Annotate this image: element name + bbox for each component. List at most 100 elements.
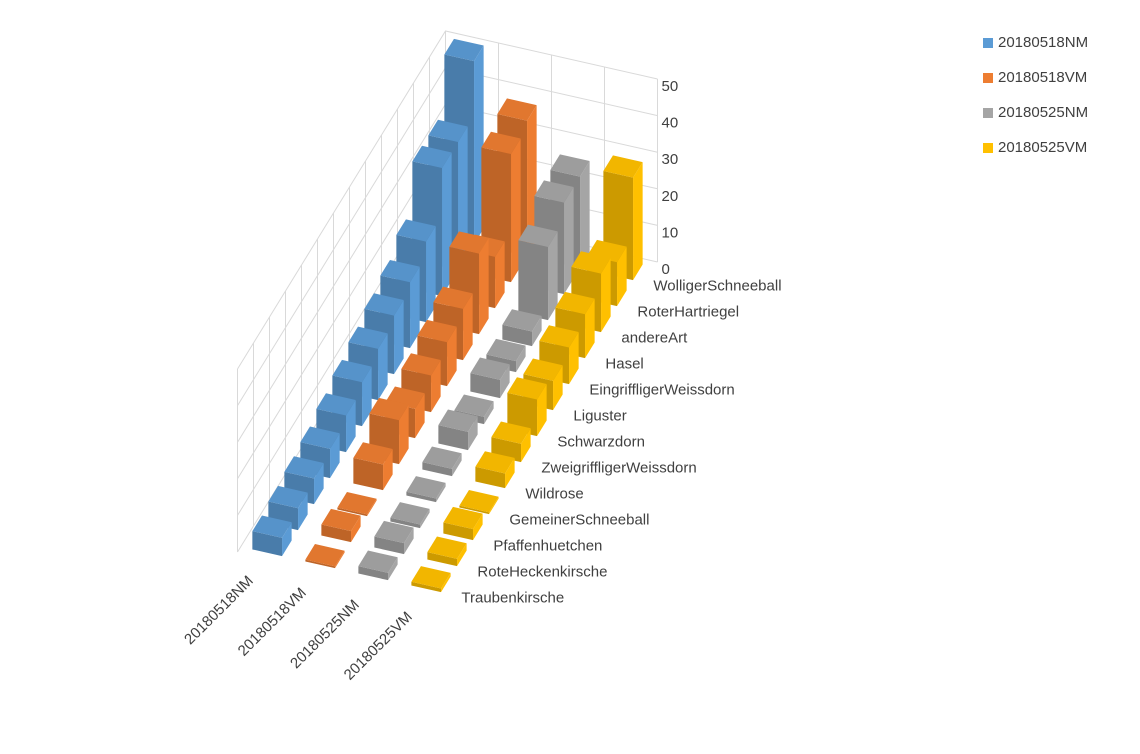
legend-swatch — [983, 108, 993, 118]
bar — [305, 544, 345, 569]
bar-side — [585, 298, 595, 359]
bar — [374, 520, 414, 555]
bar-side — [452, 453, 462, 477]
bar-top — [555, 291, 595, 315]
bar-front — [337, 507, 368, 517]
bar-front — [443, 522, 474, 541]
legend-label: 20180525NM — [998, 104, 1088, 121]
bar-top — [300, 426, 340, 449]
bar-side — [479, 238, 489, 335]
bar-side — [495, 241, 505, 309]
category-label: WolligerSchneeball — [653, 278, 781, 295]
bar-side — [564, 187, 574, 295]
bar-side — [468, 416, 478, 451]
bar — [507, 377, 547, 437]
bar — [518, 224, 558, 321]
bar-front — [502, 324, 533, 347]
bar-top — [534, 180, 574, 203]
bar-top — [491, 421, 531, 444]
bar-side — [330, 433, 340, 479]
bar-top — [332, 359, 372, 383]
bar-top — [396, 219, 436, 242]
bar-side — [463, 293, 473, 361]
bar-top — [459, 490, 499, 513]
bar-side — [617, 246, 627, 307]
bar-side — [346, 399, 356, 453]
bar-front — [321, 524, 352, 543]
bar-top — [406, 476, 446, 499]
bar — [390, 502, 430, 529]
bar — [411, 566, 451, 593]
bar-side — [298, 492, 308, 531]
category-label: Pfaffenhuetchen — [493, 538, 602, 555]
bar-front — [252, 531, 283, 557]
y-tick-label: 30 — [662, 151, 679, 168]
bar-side — [474, 45, 484, 245]
bar-top — [444, 38, 484, 62]
bar-top — [348, 326, 388, 349]
legend-swatch — [983, 73, 993, 83]
category-label: Liguster — [573, 408, 626, 425]
bar-side — [633, 162, 643, 281]
category-label: GemeinerSchneeball — [509, 512, 649, 529]
category-label: andereArt — [621, 330, 688, 347]
bar-side — [580, 161, 590, 269]
bar-front — [427, 552, 458, 567]
bar-side — [457, 543, 467, 567]
category-label: Schwarzdorn — [557, 434, 645, 451]
bar-top — [539, 325, 579, 348]
bar — [406, 476, 446, 503]
bar-front — [358, 566, 389, 581]
bar-top — [358, 550, 398, 573]
bar-top — [374, 520, 414, 544]
bar — [427, 536, 467, 567]
bar-side — [388, 557, 398, 581]
bar-front — [518, 240, 549, 321]
bar-top — [502, 309, 542, 332]
bar-side — [601, 258, 611, 333]
bar-side — [516, 345, 526, 373]
bar-side — [447, 326, 457, 387]
bar-top — [411, 566, 451, 589]
bar-top — [550, 154, 590, 177]
bar — [438, 409, 478, 451]
bar-front — [353, 457, 384, 491]
bar-front — [374, 536, 405, 555]
legend-label: 20180525VM — [998, 139, 1087, 156]
bar — [353, 442, 393, 491]
bar-top — [380, 259, 420, 283]
bar-top — [523, 358, 563, 381]
bar-side — [569, 331, 579, 385]
bar-side — [532, 315, 542, 347]
bar-side — [500, 364, 510, 399]
bar-top — [321, 508, 361, 532]
category-label: Traubenkirsche — [461, 590, 564, 607]
category-label: Wildrose — [525, 486, 583, 503]
bar — [502, 309, 542, 347]
bar-top — [353, 442, 393, 465]
bar-side — [511, 138, 521, 283]
bar-top — [401, 353, 441, 376]
y-tick-label: 10 — [662, 224, 679, 241]
bar-side — [367, 498, 377, 517]
bar-top — [428, 119, 468, 143]
bar-top — [364, 293, 404, 316]
bar-side — [548, 231, 558, 321]
bar — [459, 490, 499, 515]
bar-top — [417, 319, 457, 343]
bar-top — [305, 544, 345, 567]
bar-side — [489, 496, 499, 515]
bar-top — [369, 397, 409, 421]
bar-side — [527, 105, 537, 257]
bar-side — [415, 393, 425, 439]
bar-top — [475, 451, 515, 474]
y-tick-label: 50 — [662, 78, 679, 95]
bar-top — [390, 502, 430, 525]
bar-top — [497, 98, 537, 121]
bar-top — [427, 536, 467, 559]
bar — [321, 508, 361, 543]
bar-top — [337, 492, 377, 515]
category-label: ZweigriffligerWeissdorn — [541, 460, 696, 477]
bar-side — [378, 333, 388, 401]
bar-front — [406, 491, 437, 503]
